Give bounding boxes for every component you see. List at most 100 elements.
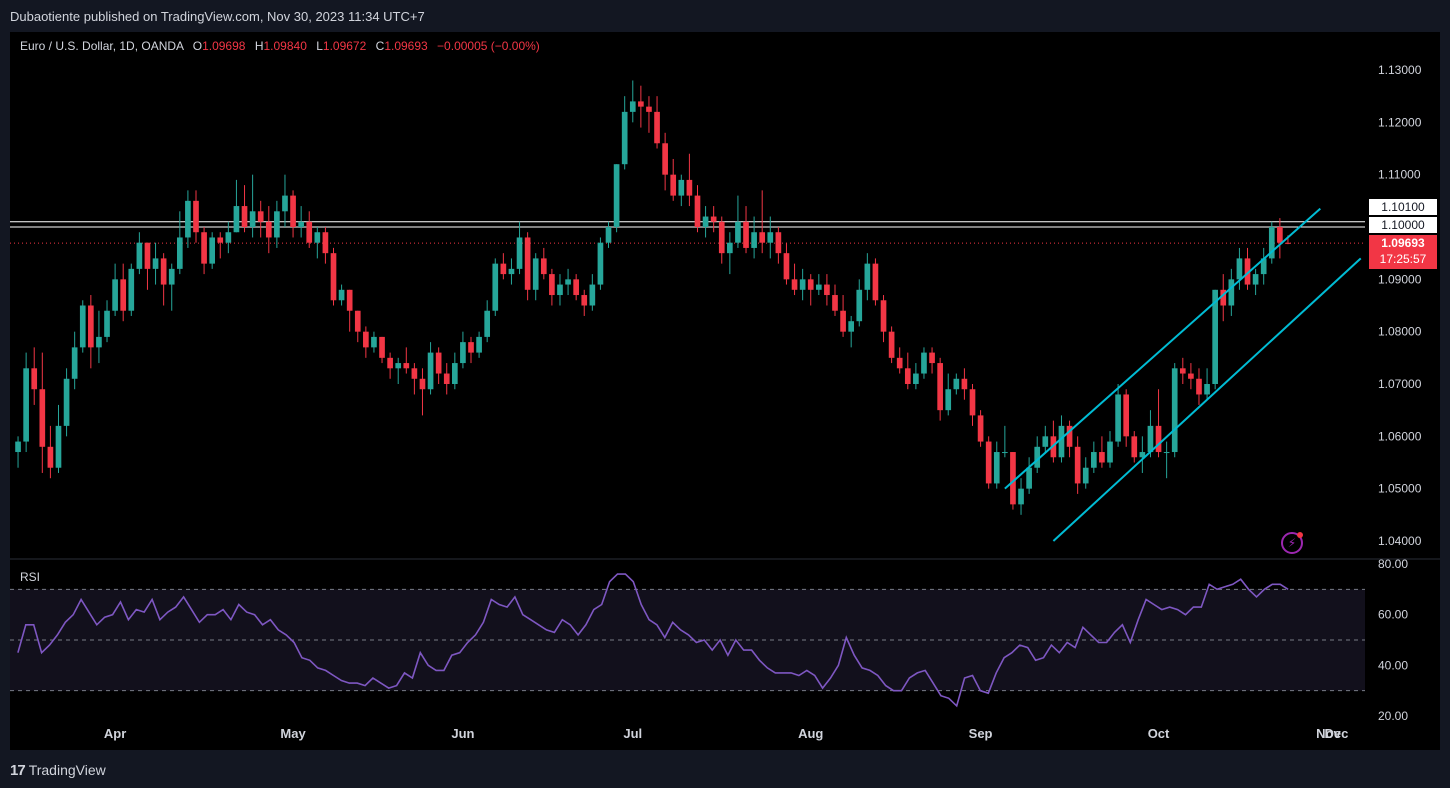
rsi-axis-label: 80.00 <box>1378 557 1408 571</box>
candle-body <box>848 321 855 332</box>
candle-body <box>573 279 579 296</box>
candle-body <box>1252 274 1259 285</box>
candle-body <box>435 352 442 374</box>
notification-dot <box>1297 532 1303 538</box>
symbol-name[interactable]: Euro / U.S. Dollar, 1D, OANDA <box>20 39 184 53</box>
candle-body <box>516 237 523 269</box>
time-axis-label[interactable]: Aug <box>798 726 823 741</box>
candle-body <box>1212 289 1218 384</box>
candle-body <box>160 258 167 285</box>
candle-body <box>314 232 321 243</box>
candle-body <box>112 279 118 311</box>
high-label: H <box>254 39 264 53</box>
candle-body <box>921 352 927 374</box>
close-label: C <box>375 39 385 53</box>
brand-name: TradingView <box>28 762 106 778</box>
candle-body <box>120 279 127 311</box>
time-axis-label[interactable]: Sep <box>969 726 993 741</box>
time-axis-label[interactable]: May <box>280 726 306 741</box>
candle-body <box>209 237 216 264</box>
time-axis-label[interactable]: Jul <box>623 726 642 741</box>
price-axis-label: 1.08000 <box>1378 325 1422 339</box>
candle-body <box>638 101 644 107</box>
candle-body <box>451 363 458 384</box>
candle-body <box>751 232 757 248</box>
candle-body <box>565 279 571 285</box>
channel-upper-line <box>1004 207 1321 490</box>
candle-body <box>694 195 701 227</box>
flash-icon[interactable]: ⚡ <box>1281 532 1303 554</box>
publish-header: Dubaotiente published on TradingView.com… <box>0 0 1450 32</box>
time-axis-label[interactable]: Oct <box>1148 726 1170 741</box>
candle-body <box>557 284 563 296</box>
time-axis-label[interactable]: Dec <box>1325 726 1349 741</box>
candle-body <box>419 378 426 390</box>
time-axis-label[interactable]: Nov <box>1316 726 1341 741</box>
level-tag-upper: 1.10100 <box>1369 199 1437 215</box>
change-value: −0.00005 (−0.00%) <box>437 39 540 53</box>
candle-body <box>1131 436 1138 458</box>
candle-body <box>743 221 749 248</box>
rsi-line <box>17 573 1289 708</box>
publish-info: Dubaotiente published on TradingView.com… <box>10 9 425 24</box>
candle-body <box>775 232 782 254</box>
price-axis-label: 1.13000 <box>1378 63 1422 77</box>
candle-body <box>953 378 960 390</box>
candle-body <box>193 200 199 233</box>
candle-body <box>799 279 806 290</box>
candle-body <box>1107 441 1113 463</box>
candle-body <box>338 289 345 301</box>
candle-body <box>791 279 798 290</box>
time-axis-label[interactable]: Apr <box>104 726 126 741</box>
candle-body <box>1220 289 1227 306</box>
candle-body <box>484 310 491 337</box>
candle-body <box>1042 436 1049 447</box>
candle-body <box>646 106 652 112</box>
candle-body <box>47 446 54 468</box>
candle-body <box>1034 446 1041 468</box>
candle-body <box>330 253 337 301</box>
candle-body <box>1082 467 1089 484</box>
candle-body <box>1236 258 1243 280</box>
candle-body <box>1163 452 1170 454</box>
candle-body <box>727 242 733 254</box>
open-label: O <box>192 39 203 53</box>
candle-body <box>1074 446 1081 484</box>
candle-body <box>460 342 466 364</box>
rsi-axis-label: 60.00 <box>1378 608 1408 622</box>
last-price-value: 1.09693 <box>1381 236 1425 250</box>
candle-body <box>735 221 741 243</box>
candle-body <box>904 368 911 384</box>
candle-body <box>443 373 450 384</box>
time-axis-label[interactable]: Jun <box>451 726 474 741</box>
price-axis-label: 1.12000 <box>1378 115 1422 129</box>
last-price-tag: 1.09693 17:25:57 <box>1369 235 1437 269</box>
candle-body <box>1147 425 1154 453</box>
channel-lower-line <box>1052 257 1362 542</box>
close-value: 1.09693 <box>384 39 428 53</box>
candle-body <box>476 336 482 353</box>
candle-body <box>540 258 547 275</box>
candle-body <box>185 200 191 238</box>
candle-body <box>31 368 38 390</box>
candle-body <box>977 415 984 442</box>
candle-body <box>387 357 393 369</box>
candle-body <box>880 300 887 332</box>
price-axis-label: 1.09000 <box>1378 272 1422 286</box>
rsi-label[interactable]: RSI <box>20 570 41 584</box>
low-label: L <box>316 39 323 53</box>
candle-body <box>888 331 895 358</box>
candle-body <box>1171 368 1178 453</box>
low-value: 1.09672 <box>322 39 367 53</box>
candle-body <box>896 357 903 369</box>
price-axis-label: 1.07000 <box>1378 377 1422 391</box>
tradingview-logo-icon[interactable]: 17 <box>10 761 26 779</box>
candle-body <box>1026 467 1032 489</box>
candle-body <box>993 452 1000 484</box>
candle-body <box>913 373 919 384</box>
candle-body <box>759 232 766 243</box>
candle-body <box>39 389 46 447</box>
candle-body <box>710 216 717 222</box>
candle-body <box>589 284 596 306</box>
